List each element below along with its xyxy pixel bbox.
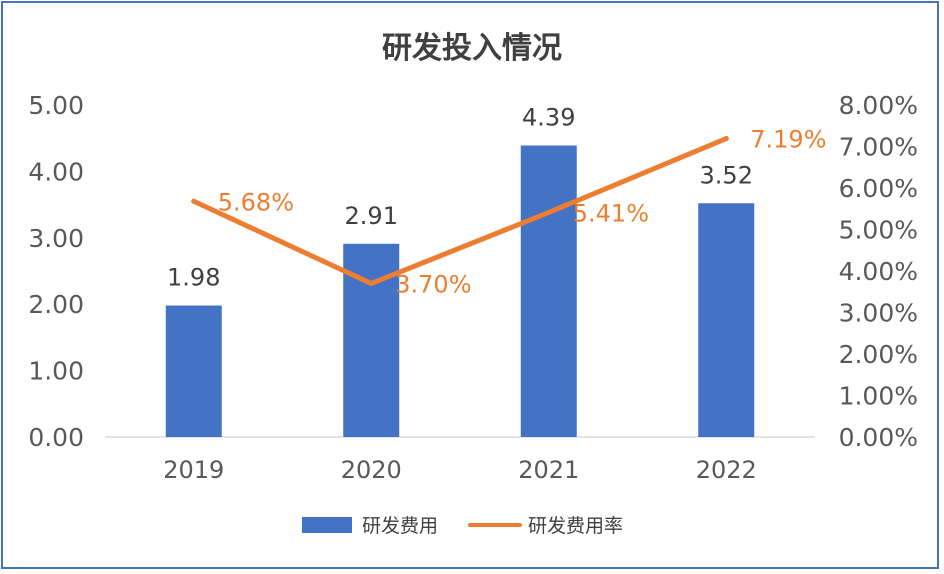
y-right-tick-label: 6.00% [839,174,918,203]
line-point [723,136,729,142]
y-right-tick-label: 8.00% [839,91,918,120]
y-right-tick-label: 7.00% [839,133,918,162]
bar [165,305,222,437]
line-data-label: 5.68% [218,188,294,216]
plot-area: 0.00 1.00 2.00 3.00 4.00 5.00 0.00% 1.00% 2.00% 3… [28,91,918,484]
legend-swatch-bar [302,517,352,533]
legend: 研发费用 研发费用率 [302,515,623,537]
y-right-tick-label: 5.00% [839,216,918,245]
y-right-tick-label: 4.00% [839,257,918,286]
chart-title: 研发投入情况 [382,31,562,66]
x-tick-label: 2020 [341,456,402,484]
x-tick-label: 2019 [163,456,224,484]
legend-label: 研发费用 [362,515,438,537]
bar-data-label: 4.39 [522,104,575,132]
bar [698,203,755,437]
x-tick-label: 2022 [696,456,757,484]
bar-data-label: 3.52 [700,161,753,189]
y-left-tick-label: 5.00 [28,91,84,120]
y-left-tick-label: 3.00 [28,224,84,253]
y-right-tick-label: 3.00% [839,299,918,328]
y-right-tick-label: 1.00% [839,382,918,411]
line-point [368,280,374,286]
bar [520,145,577,437]
y-right-tick-label: 2.00% [839,340,918,369]
line-series [191,136,729,286]
bar-data-label: 2.91 [345,202,398,230]
y-left-tick-label: 4.00 [28,157,84,186]
line-data-label: 5.41% [573,199,649,227]
line-point [191,198,197,204]
line-data-label: 7.19% [750,126,826,154]
y-right-tick-label: 0.00% [839,423,918,452]
bar-data-label: 1.98 [167,264,220,292]
line-data-label: 3.70% [395,270,471,298]
y-left-tick-label: 2.00 [28,290,84,319]
y-left-tick-label: 0.00 [28,423,84,452]
x-tick-label: 2021 [518,456,579,484]
y-left-tick-label: 1.00 [28,357,84,386]
line-point [546,209,552,215]
legend-label: 研发费用率 [528,515,623,537]
